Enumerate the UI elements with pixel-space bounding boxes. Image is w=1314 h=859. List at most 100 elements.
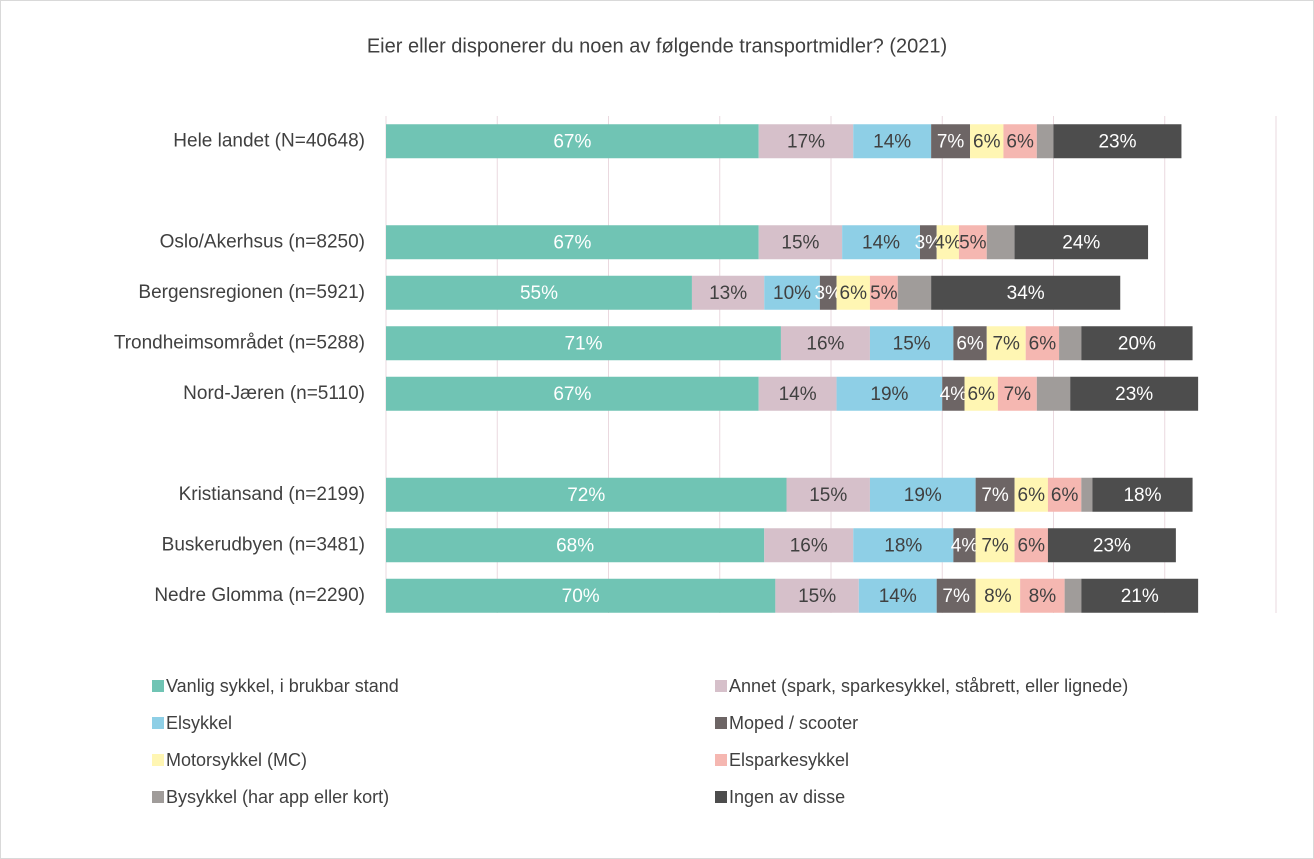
bar-segment [853,528,954,563]
data-label: 8% [1029,586,1057,607]
legend-swatch [152,717,164,729]
data-label: 14% [779,384,817,405]
bar-segment [786,477,870,512]
data-label: 6% [973,131,1001,152]
legend-label: Moped / scooter [729,713,858,733]
bar-segment [758,124,854,159]
bar-segment [386,225,759,260]
data-label: 72% [567,485,605,506]
data-label: 6% [1029,333,1057,354]
bar-segment [964,376,998,411]
y-tick-label: Bergensregionen (n=5921) [138,282,365,303]
bar-segment [936,225,959,260]
data-label: 14% [873,131,911,152]
bar-segment [386,275,692,310]
data-label: 6% [1018,535,1046,556]
bar-segment [386,326,781,361]
bar-segment [1047,477,1082,512]
data-label: 13% [709,283,747,304]
data-label: 6% [967,384,995,405]
y-tick-label: Nord-Jæren (n=5110) [183,383,365,404]
data-label: 19% [904,485,942,506]
bar-segment [942,376,965,411]
bar-segment [1014,225,1149,260]
data-label: 7% [937,131,965,152]
bar-segment [997,376,1037,411]
data-label: 7% [981,485,1009,506]
data-label: 7% [992,333,1020,354]
data-label: 18% [884,535,922,556]
bar-segment [1081,326,1193,361]
bar-segment [1081,578,1199,613]
bar-segment [691,275,765,310]
bar-segment [953,326,987,361]
legend-swatch [715,717,727,729]
y-tick-label: Hele landet (N=40648) [173,130,365,151]
data-label: 7% [942,586,970,607]
data-label: 14% [879,586,917,607]
bar-segment [1053,124,1182,159]
bar-segment [931,275,1121,310]
data-label: 5% [959,232,987,253]
bar-segment [1064,578,1082,613]
bar-segment [1014,528,1048,563]
data-label: 15% [893,333,931,354]
y-tick-label: Oslo/Akerhsus (n=8250) [160,231,365,252]
bar-segment [869,275,898,310]
bar-segment [1036,376,1071,411]
y-tick-label: Buskerudbyen (n=3481) [162,534,365,555]
data-label: 70% [562,586,600,607]
bar-segment [931,124,971,159]
bar-segment [975,528,1015,563]
bar-segment [758,225,843,260]
y-tick-label: Trondheimsområdet (n=5288) [114,332,365,353]
bar-segment [780,326,870,361]
data-label: 3% [915,232,943,253]
legend-swatch [715,791,727,803]
y-tick-label: Nedre Glomma (n=2290) [154,585,365,606]
bar-segment [1070,376,1199,411]
legend-label: Motorsykkel (MC) [166,750,307,770]
bar-segment [386,124,759,159]
bar-segment [958,225,987,260]
data-label: 67% [553,131,591,152]
bar-segment [1020,578,1065,613]
bar-segment [836,376,943,411]
bar-segment [1036,124,1054,159]
bar-segment [1014,477,1048,512]
data-label: 67% [553,384,591,405]
bar-segment [1081,477,1093,512]
data-label: 14% [862,232,900,253]
data-label: 16% [790,535,828,556]
data-label: 24% [1062,232,1100,253]
data-label: 71% [564,333,602,354]
bar-segment [1047,528,1176,563]
bar-segment [836,275,870,310]
data-label: 10% [773,283,811,304]
bar-segment [1092,477,1193,512]
y-tick-label: Kristiansand (n=2199) [179,484,365,505]
bar-segment [975,477,1015,512]
data-label: 23% [1098,131,1136,152]
data-label: 34% [1007,283,1045,304]
bar-segment [970,124,1004,159]
data-label: 6% [1051,485,1079,506]
data-label: 20% [1118,333,1156,354]
data-label: 16% [806,333,844,354]
legend-label: Vanlig sykkel, i brukbar stand [166,676,399,696]
data-label: 7% [981,535,1009,556]
bar-segment [986,326,1026,361]
bar-segment [869,477,976,512]
bar-segment [936,578,976,613]
data-label: 15% [798,586,836,607]
bar-segment [975,578,1021,613]
data-label: 21% [1121,586,1159,607]
bar-segment [758,376,837,411]
data-label: 6% [1006,131,1034,152]
data-label: 7% [1004,384,1032,405]
bar-segment [386,376,759,411]
data-label: 4% [951,535,979,556]
data-label: 23% [1093,535,1131,556]
data-label: 5% [870,283,898,304]
